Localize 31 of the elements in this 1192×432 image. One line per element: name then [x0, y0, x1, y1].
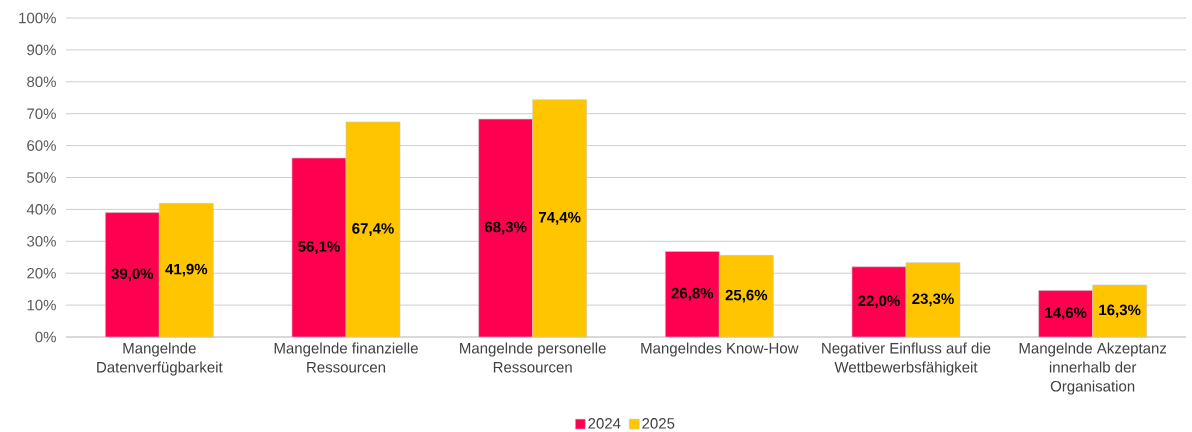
x-tick-label: Mangelnde personelle Ressourcen: [460, 342, 606, 373]
legend-label: 2024: [588, 418, 621, 429]
data-label: 39,0%: [111, 268, 154, 282]
y-tick-label: 90%: [27, 44, 56, 56]
data-label: 14,6%: [1045, 307, 1087, 321]
y-tick-label: 80%: [27, 76, 56, 88]
data-label: 74,4%: [539, 211, 581, 225]
x-tick-label: Mangelnde Datenverfügbarkeit: [97, 342, 223, 376]
y-tick-label: 40%: [26, 204, 56, 215]
x-tick-label: Mangelndes Know-How: [641, 342, 799, 357]
data-label: 25,6%: [725, 289, 768, 303]
data-label: 22,0%: [858, 295, 900, 309]
y-tick-label: 30%: [27, 235, 56, 247]
x-tick-label: Negativer Einfluss auf die Wettbewerbsfähigkeit: [822, 342, 991, 376]
y-tick-label: 50%: [27, 172, 56, 183]
data-label: 67,4%: [352, 223, 394, 236]
y-tick-label: 20%: [27, 267, 56, 279]
legend-label: 2025: [642, 418, 675, 429]
y-tick-label: 60%: [27, 140, 56, 151]
y-tick-label: 100%: [19, 12, 56, 24]
data-label: 16,3%: [1099, 304, 1141, 318]
data-label: 68,3%: [484, 221, 527, 235]
x-tick-label: Mangelnde finanzielle Ressourcen: [274, 342, 418, 373]
data-label: 41,9%: [165, 263, 208, 277]
y-tick-label: 0%: [35, 331, 56, 343]
data-label: 56,1%: [298, 241, 340, 254]
y-tick-label: 10%: [27, 299, 56, 311]
data-label: 26,8%: [671, 287, 714, 301]
data-label: 23,3%: [912, 293, 954, 307]
y-tick-label: 70%: [27, 108, 56, 119]
x-tick-label: Mangelnde Akzeptanz innerhalb der Organisation: [1019, 342, 1167, 395]
